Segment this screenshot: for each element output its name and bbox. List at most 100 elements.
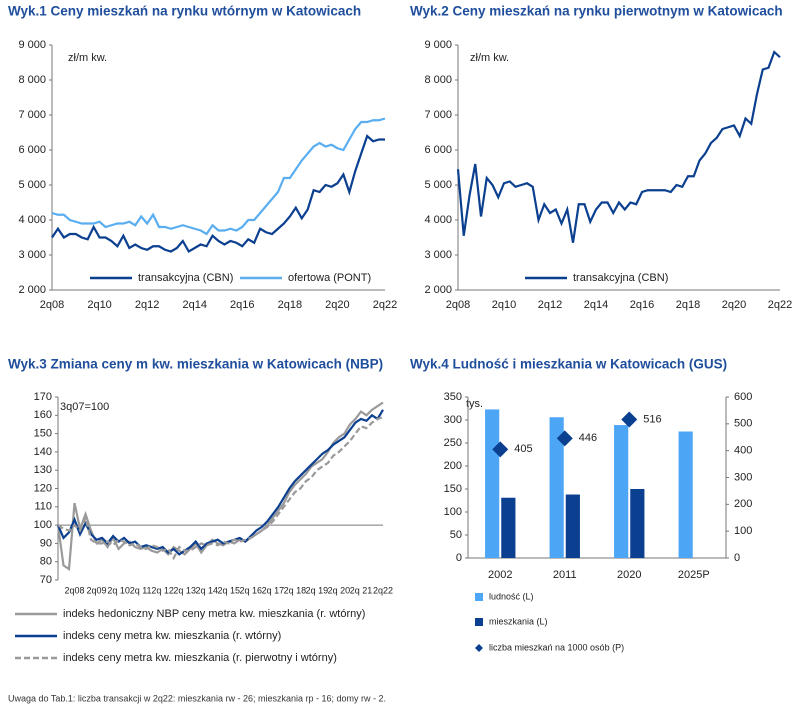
x-tick-label: 2q14 bbox=[584, 299, 608, 311]
y-tick-label: 2 000 bbox=[424, 284, 452, 296]
data-label: 405 bbox=[514, 443, 532, 455]
annotation: zł/m kw. bbox=[68, 52, 107, 64]
y-tick-label: 2 000 bbox=[18, 284, 46, 296]
y-tick-label: 300 bbox=[444, 414, 462, 426]
y-tick-label: 160 bbox=[34, 409, 52, 421]
x-tick-label: 2q10 bbox=[87, 299, 111, 311]
legend-label: ludność (L) bbox=[489, 591, 534, 601]
y-tick-label: 8 000 bbox=[424, 74, 452, 86]
annotation: tys. bbox=[466, 398, 483, 410]
y-tick-label: 250 bbox=[444, 437, 462, 449]
x-tick-label: 2q16 bbox=[230, 299, 254, 311]
data-label: 516 bbox=[643, 413, 661, 425]
data-label: 446 bbox=[579, 432, 597, 444]
diamond-marker bbox=[556, 430, 573, 447]
x-tick-label: 2q22 bbox=[373, 585, 393, 595]
x-tick-label: 2q 17 bbox=[262, 585, 285, 595]
y2-tick-label: 0 bbox=[734, 552, 740, 564]
legend-label: indeks hedoniczny NBP ceny metra kw. mie… bbox=[63, 608, 365, 620]
y-tick-label: 170 bbox=[34, 391, 52, 403]
line-series bbox=[456, 50, 781, 243]
y-tick-label: 120 bbox=[34, 482, 52, 494]
x-tick-label: 2q 15 bbox=[217, 585, 240, 595]
y-tick-label: 9 000 bbox=[424, 39, 452, 51]
y-tick-label: 90 bbox=[40, 537, 52, 549]
legend-label: ofertowa (PONT) bbox=[288, 272, 371, 284]
x-tick-label: 2q08 bbox=[65, 585, 85, 595]
x-tick-label: 2q22 bbox=[373, 299, 397, 311]
x-tick-label: 2q 14 bbox=[195, 585, 218, 595]
y-tick-label: 150 bbox=[34, 428, 52, 440]
bar bbox=[549, 417, 564, 558]
diamond-marker bbox=[621, 411, 638, 428]
y-tick-label: 130 bbox=[34, 464, 52, 476]
x-tick-label: 2q18 bbox=[676, 299, 700, 311]
y-tick-label: 9 000 bbox=[18, 39, 46, 51]
legend-swatch bbox=[475, 593, 483, 601]
x-tick-label: 2020 bbox=[617, 569, 641, 581]
y-tick-label: 7 000 bbox=[18, 109, 46, 121]
x-tick-label: 2011 bbox=[553, 569, 577, 581]
bar bbox=[614, 425, 629, 558]
chart-title: Wyk.3 Zmiana ceny m kw. mieszkania w Kat… bbox=[8, 357, 383, 372]
line-series bbox=[51, 134, 385, 254]
y2-tick-label: 100 bbox=[734, 525, 752, 537]
y-tick-label: 100 bbox=[34, 519, 52, 531]
y2-tick-label: 400 bbox=[734, 445, 752, 457]
x-tick-label: 2q12 bbox=[538, 299, 562, 311]
y2-tick-label: 600 bbox=[734, 391, 752, 403]
legend-label: indeks ceny metra kw. mieszkania (r. pie… bbox=[63, 652, 337, 664]
line-series bbox=[57, 416, 384, 561]
y-tick-label: 6 000 bbox=[424, 144, 452, 156]
bar bbox=[565, 494, 580, 558]
x-tick-label: 2q09 bbox=[87, 585, 107, 595]
y-tick-label: 200 bbox=[444, 460, 462, 472]
x-tick-label: 2q22 bbox=[768, 299, 792, 311]
y-tick-label: 4 000 bbox=[18, 214, 46, 226]
y2-tick-label: 200 bbox=[734, 498, 752, 510]
legend-label: liczba mieszkań na 1000 osób (P) bbox=[489, 642, 624, 652]
y-tick-label: 70 bbox=[40, 574, 52, 586]
y-tick-label: 110 bbox=[34, 501, 52, 513]
x-tick-label: 2025P bbox=[678, 569, 710, 581]
bar bbox=[630, 489, 645, 558]
diamond-marker bbox=[492, 441, 509, 458]
y-tick-label: 4 000 bbox=[424, 214, 452, 226]
chart-title: Wyk.2 Ceny mieszkań na rynku pierwotnym … bbox=[410, 4, 783, 19]
x-tick-label: 2q 13 bbox=[173, 585, 196, 595]
x-tick-label: 2q18 bbox=[278, 299, 302, 311]
legend-label: indeks ceny metra kw. mieszkania (r. wtó… bbox=[63, 630, 281, 642]
x-tick-label: 2q 12 bbox=[151, 585, 174, 595]
x-tick-label: 2q14 bbox=[182, 299, 206, 311]
y-tick-label: 350 bbox=[444, 391, 462, 403]
x-tick-label: 2002 bbox=[488, 569, 512, 581]
x-tick-label: 2q08 bbox=[446, 299, 470, 311]
legend-label: mieszkania (L) bbox=[489, 616, 548, 626]
x-tick-label: 2q 10 bbox=[107, 585, 130, 595]
y-tick-label: 3 000 bbox=[424, 249, 452, 261]
y-tick-label: 7 000 bbox=[424, 109, 452, 121]
y-tick-label: 150 bbox=[444, 483, 462, 495]
x-tick-label: 2q 11 bbox=[130, 585, 152, 595]
y-tick-label: 3 000 bbox=[18, 249, 46, 261]
legend-swatch bbox=[475, 644, 483, 652]
x-tick-label: 2q 21 bbox=[350, 585, 373, 595]
x-tick-label: 2q 18 bbox=[284, 585, 307, 595]
x-tick-label: 2q08 bbox=[40, 299, 64, 311]
legend-swatch bbox=[475, 618, 483, 626]
bar bbox=[501, 497, 516, 558]
x-tick-label: 2q20 bbox=[722, 299, 746, 311]
y2-tick-label: 300 bbox=[734, 471, 752, 483]
y-tick-label: 50 bbox=[450, 529, 462, 541]
chart-title: Wyk.4 Ludność i mieszkania w Katowicach … bbox=[410, 357, 727, 372]
x-tick-label: 2q12 bbox=[135, 299, 159, 311]
bar bbox=[485, 409, 500, 558]
y-tick-label: 100 bbox=[444, 506, 462, 518]
y-tick-label: 6 000 bbox=[18, 144, 46, 156]
y-tick-label: 5 000 bbox=[424, 179, 452, 191]
x-tick-label: 2q20 bbox=[325, 299, 349, 311]
legend-label: transakcyjna (CBN) bbox=[573, 272, 668, 284]
x-tick-label: 2q 19 bbox=[306, 585, 329, 595]
